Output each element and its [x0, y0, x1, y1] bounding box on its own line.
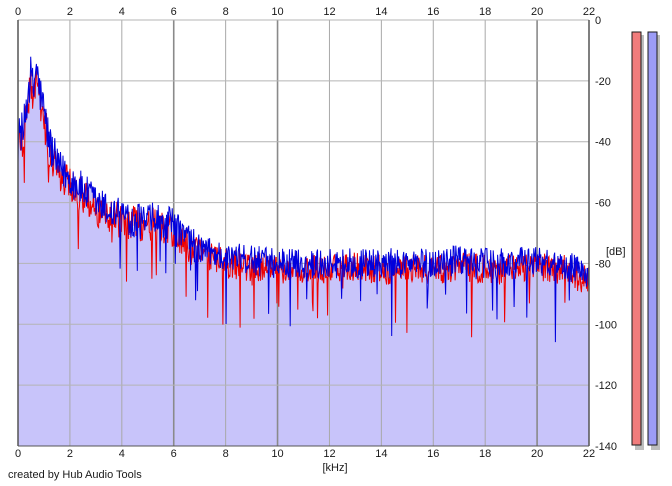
x-tick-label-bottom: 12 [323, 448, 335, 460]
x-tick-label-top: 6 [171, 6, 177, 18]
x-tick-label-bottom: 20 [531, 448, 543, 460]
x-tick-label-bottom: 10 [271, 448, 283, 460]
level-meters [631, 31, 660, 450]
level-meter-bar [631, 31, 642, 446]
y-tick-label: -60 [595, 198, 611, 210]
spectrum-fill [18, 56, 589, 446]
x-tick-label-top: 12 [323, 6, 335, 18]
x-tick-label-bottom: 22 [583, 448, 595, 460]
y-tick-label: -20 [595, 76, 611, 88]
x-tick-label-top: 10 [271, 6, 283, 18]
x-tick-label-bottom: 14 [375, 448, 387, 460]
x-tick-label-top: 2 [67, 6, 73, 18]
x-tick-label-bottom: 8 [223, 448, 229, 460]
y-tick-label: -40 [595, 137, 611, 149]
x-tick-label-bottom: 4 [119, 448, 125, 460]
x-tick-label-top: 4 [119, 6, 125, 18]
y-tick-label: -80 [595, 258, 611, 270]
x-tick-label-bottom: 0 [15, 448, 21, 460]
y-tick-label: 0 [595, 15, 601, 27]
credit-text: created by Hub Audio Tools [8, 469, 142, 481]
y-tick-label: -140 [595, 441, 617, 453]
x-tick-label-top: 14 [375, 6, 387, 18]
series-line-blue [17, 56, 590, 343]
y-axis-label: [dB] [606, 246, 626, 258]
x-tick-label-top: 16 [427, 6, 439, 18]
x-tick-label-bottom: 6 [171, 448, 177, 460]
x-tick-label-top: 22 [583, 6, 595, 18]
x-axis-label: [kHz] [322, 462, 347, 474]
axes: 002244668810101212141416161818202022220-… [15, 6, 617, 460]
x-tick-label-bottom: 16 [427, 448, 439, 460]
y-tick-label: -100 [595, 319, 617, 331]
x-tick-label-bottom: 2 [67, 448, 73, 460]
x-tick-label-top: 8 [223, 6, 229, 18]
x-tick-label-bottom: 18 [479, 448, 491, 460]
series-lines [17, 56, 590, 343]
y-tick-label: -120 [595, 380, 617, 392]
x-tick-label-top: 20 [531, 6, 543, 18]
x-tick-label-top: 0 [15, 6, 21, 18]
level-meter-bar [647, 31, 658, 446]
spectrum-area [18, 56, 589, 446]
x-tick-label-top: 18 [479, 6, 491, 18]
